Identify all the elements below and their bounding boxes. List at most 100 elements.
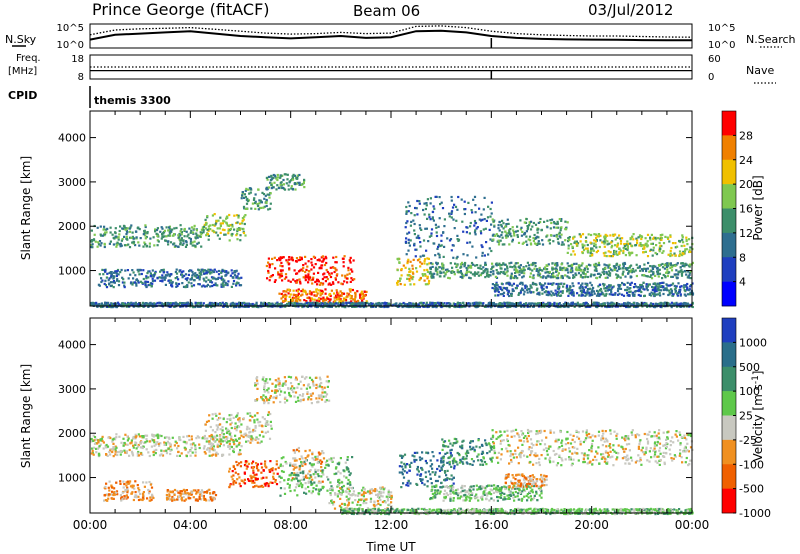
power-pixel bbox=[520, 268, 523, 271]
power-pixel bbox=[221, 222, 224, 225]
power-pixel bbox=[618, 287, 621, 290]
power-pixel bbox=[662, 273, 665, 277]
power-pixel bbox=[612, 285, 615, 288]
power-pixel bbox=[407, 201, 410, 204]
power-pixel bbox=[489, 301, 492, 304]
power-pixel bbox=[479, 302, 482, 305]
power-pixel bbox=[359, 293, 362, 296]
power-pixel bbox=[468, 270, 471, 273]
power-pixel bbox=[173, 302, 176, 305]
power-pixel bbox=[118, 243, 121, 246]
power-pixel bbox=[286, 288, 289, 291]
power-pixel bbox=[507, 282, 510, 285]
power-pixel bbox=[130, 304, 133, 307]
power-pixel bbox=[496, 284, 499, 287]
power-pixel bbox=[109, 284, 112, 288]
power-pixel bbox=[361, 299, 364, 302]
power-pixel bbox=[534, 223, 538, 226]
power-pixel bbox=[332, 256, 335, 259]
power-pixel bbox=[267, 186, 270, 189]
power-pixel bbox=[319, 303, 323, 306]
power-pixel bbox=[231, 272, 234, 275]
power-pixel bbox=[669, 252, 672, 255]
power-pixel bbox=[155, 232, 158, 235]
power-pixel bbox=[599, 303, 602, 306]
power-pixel bbox=[290, 187, 293, 190]
power-pixel bbox=[682, 286, 685, 289]
power-pixel bbox=[344, 274, 347, 277]
power-pixel bbox=[660, 236, 663, 240]
power-pixel bbox=[211, 284, 214, 288]
power-pixel bbox=[184, 277, 187, 280]
power-pixel bbox=[186, 301, 189, 305]
power-pixel bbox=[397, 304, 400, 307]
power-pixel bbox=[213, 302, 216, 305]
power-pixel bbox=[426, 268, 429, 271]
power-pixel bbox=[629, 275, 632, 278]
power-pixel bbox=[244, 195, 247, 199]
power-pixel bbox=[582, 302, 585, 305]
power-pixel bbox=[633, 283, 637, 286]
power-pixel bbox=[538, 302, 541, 305]
power-pixel bbox=[478, 304, 481, 307]
power-pixel bbox=[216, 284, 219, 287]
power-pixel bbox=[284, 299, 288, 302]
power-pixel bbox=[319, 302, 323, 305]
power-pixel bbox=[365, 300, 368, 303]
power-pixel bbox=[480, 272, 483, 275]
power-pixel bbox=[507, 229, 511, 232]
power-pixel bbox=[645, 275, 648, 278]
power-pixel bbox=[597, 285, 600, 288]
power-pixel bbox=[581, 289, 584, 292]
power-pixel bbox=[461, 220, 464, 223]
power-pixel bbox=[256, 204, 260, 208]
power-pixel bbox=[180, 273, 184, 276]
power-pixel bbox=[422, 239, 426, 242]
power-pixel bbox=[596, 235, 599, 238]
velocity-pixel bbox=[164, 443, 168, 446]
power-pixel bbox=[426, 217, 429, 220]
power-pixel bbox=[169, 279, 173, 282]
power-pixel bbox=[644, 250, 647, 253]
power-pixel bbox=[291, 178, 294, 181]
power-pixel bbox=[181, 302, 184, 305]
power-pixel bbox=[681, 238, 684, 241]
velocity-pixel bbox=[186, 435, 189, 438]
power-pixel bbox=[483, 196, 486, 199]
power-pixel bbox=[426, 263, 429, 266]
power-pixel bbox=[473, 195, 477, 198]
power-pixel bbox=[173, 227, 176, 230]
power-pixel bbox=[593, 265, 596, 268]
power-pixel bbox=[659, 234, 662, 237]
power-pixel bbox=[604, 267, 607, 270]
power-pixel bbox=[560, 218, 563, 221]
power-pixel bbox=[156, 301, 159, 305]
power-pixel bbox=[454, 205, 458, 208]
power-pixel bbox=[528, 305, 532, 308]
power-pixel bbox=[334, 305, 338, 308]
power-pixel bbox=[296, 300, 299, 303]
power-pixel bbox=[555, 269, 558, 272]
power-pixel bbox=[671, 266, 674, 269]
power-pixel bbox=[414, 206, 417, 210]
power-pixel bbox=[254, 207, 257, 210]
power-pixel bbox=[235, 276, 238, 279]
power-pixel bbox=[473, 301, 476, 304]
power-pixel bbox=[340, 282, 343, 285]
power-pixel bbox=[420, 262, 423, 265]
power-pixel bbox=[102, 273, 105, 276]
power-pixel bbox=[582, 290, 585, 293]
power-pixel bbox=[186, 277, 189, 280]
power-pixel bbox=[502, 270, 505, 273]
power-pixel bbox=[286, 178, 289, 181]
velocity-pixel bbox=[137, 433, 140, 436]
power-pixel bbox=[670, 289, 673, 292]
velocity-pixel bbox=[138, 435, 141, 438]
power-pixel bbox=[676, 245, 679, 248]
power-pixel bbox=[121, 276, 124, 279]
power-pixel bbox=[544, 290, 548, 293]
power-pixel bbox=[619, 249, 622, 252]
power-pixel bbox=[177, 282, 181, 286]
power-pixel bbox=[606, 273, 609, 276]
